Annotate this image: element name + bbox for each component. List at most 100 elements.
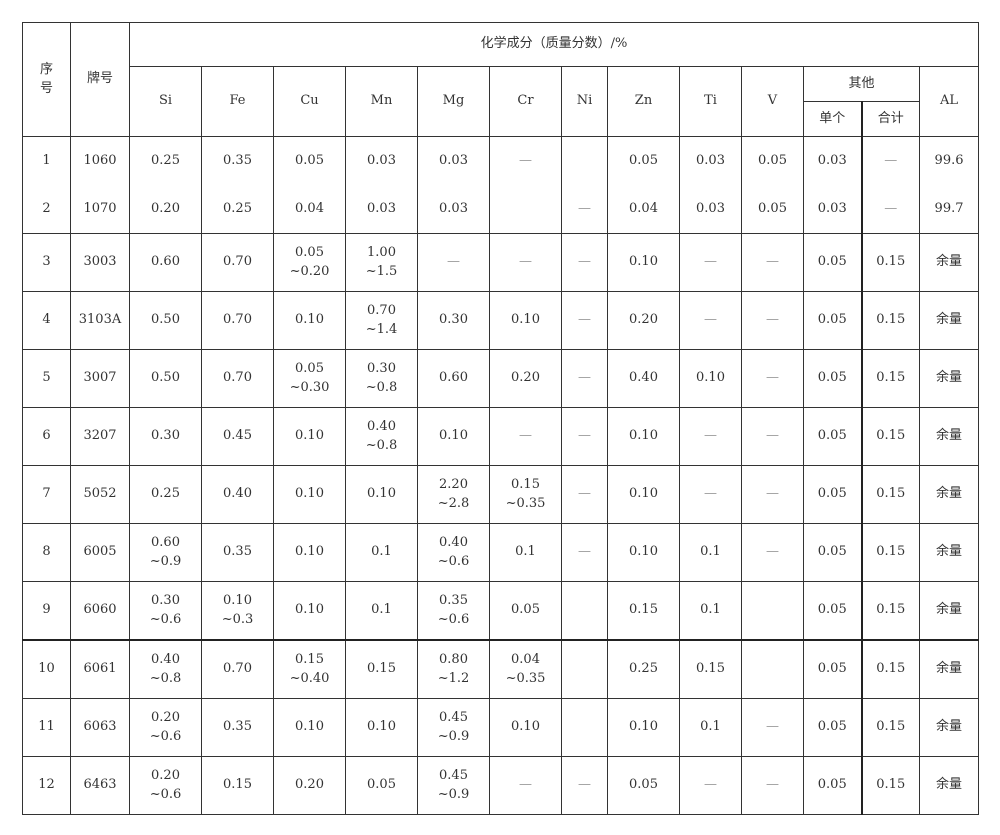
- value-line: 0.40: [439, 535, 468, 551]
- value-line: 0.10: [295, 428, 324, 444]
- value-line: —: [766, 254, 779, 270]
- value-line: 0.35: [223, 719, 252, 735]
- value-line: 0.50: [151, 312, 180, 328]
- value-cell: —: [561, 349, 608, 408]
- value-line: 0.10: [629, 719, 658, 735]
- value-line: 0.05: [817, 602, 847, 618]
- value-line: 0.20: [151, 200, 180, 216]
- value-cell: 0.05: [803, 465, 862, 524]
- table-row: 9 6060 0.30 ~0.6 0.10 ~0.3 0.10 0.1 0.35 ~0.6 0.05…: [22, 581, 980, 641]
- value-cell: 0.40: [607, 349, 680, 408]
- value-line: 0.05: [817, 661, 847, 677]
- value-cell: 0.03: [417, 185, 490, 234]
- header-element: Cu: [273, 66, 346, 137]
- seq-cell: 9: [22, 581, 71, 641]
- value-line: 0.60: [151, 254, 180, 270]
- value-line: —: [704, 254, 717, 270]
- value-cell: 0.10: [607, 523, 680, 582]
- grade-cell: 6063: [70, 698, 130, 757]
- value-line: —: [519, 254, 532, 270]
- value-line: 0.10: [511, 312, 540, 328]
- value-cell: —: [561, 407, 608, 466]
- value-line: 0.05: [295, 152, 324, 168]
- value-line: 余量: [936, 254, 963, 270]
- value-line: 0.05: [817, 254, 847, 270]
- seq-cell: 5: [22, 349, 71, 408]
- value-cell: 0.05: [803, 581, 862, 641]
- value-line: 0.10: [629, 486, 658, 502]
- value-line: ~0.8: [365, 437, 398, 453]
- grade-cell: 6005: [70, 523, 130, 582]
- value-line: —: [578, 370, 591, 386]
- value-line: 0.1: [371, 602, 392, 618]
- value-cell: [741, 581, 804, 641]
- value-line: 0.50: [151, 370, 180, 386]
- value-line: 0.30: [151, 428, 180, 444]
- table-row: 10 6061 0.40 ~0.8 0.70 0.15 ~0.40 0.15 0.80 ~1.2 0…: [22, 639, 980, 699]
- value-line: 0.30: [151, 593, 180, 609]
- value-cell: 0.1: [679, 523, 742, 582]
- value-cell: 0.50: [129, 291, 202, 350]
- value-line: 0.10: [696, 370, 725, 386]
- value-cell: 0.10: [607, 407, 680, 466]
- value-line: —: [704, 428, 717, 444]
- grade-cell: 3103A: [70, 291, 130, 350]
- value-line: —: [578, 428, 591, 444]
- value-line: 0.05: [817, 486, 847, 502]
- value-cell: 0.04: [273, 185, 346, 234]
- value-line: 余量: [936, 602, 963, 618]
- value-cell: 0.04: [607, 185, 680, 234]
- value-cell: —: [561, 185, 608, 234]
- value-cell: 0.15: [860, 465, 920, 524]
- seq-cell: 11: [22, 698, 71, 757]
- header-others: 其他: [803, 66, 920, 102]
- value-cell: 0.05: [803, 407, 862, 466]
- value-line: 0.03: [367, 152, 396, 168]
- value-cell: —: [741, 291, 804, 350]
- value-cell: 0.20: [129, 185, 202, 234]
- value-line: 0.10: [295, 486, 324, 502]
- value-cell: 0.10: [489, 698, 562, 757]
- header-single: 单个: [803, 101, 862, 137]
- value-cell: 99.7: [918, 185, 980, 234]
- value-cell: 0.10: [273, 407, 346, 466]
- value-cell: 0.10: [607, 233, 680, 292]
- table-row: 6 3207 0.30 0.45 0.10 0.40 ~0.8 0.10 — — 0.10 — — 0.0…: [22, 407, 980, 466]
- value-cell: —: [561, 756, 608, 815]
- value-cell: —: [417, 233, 490, 292]
- value-cell: 0.10: [489, 291, 562, 350]
- value-line: 0.10: [223, 593, 252, 609]
- value-line: 0.15: [367, 661, 396, 677]
- value-cell: 0.15: [860, 407, 920, 466]
- value-cell: —: [489, 233, 562, 292]
- value-cell: 0.15: [860, 233, 920, 292]
- value-cell: 0.20 ~0.6: [129, 698, 202, 757]
- value-cell: —: [489, 407, 562, 466]
- value-line: —: [578, 486, 591, 502]
- value-cell: 0.05: [741, 136, 804, 185]
- value-line: 0.05: [629, 777, 658, 793]
- value-cell: 0.03: [679, 185, 742, 234]
- value-line: 0.35: [439, 593, 468, 609]
- value-cell: —: [860, 185, 920, 234]
- value-cell: 0.10: [345, 698, 418, 757]
- value-line: 0.20: [151, 710, 180, 726]
- value-line: 0.03: [367, 200, 396, 216]
- value-cell: 0.10: [345, 465, 418, 524]
- value-cell: 余量: [918, 349, 980, 408]
- value-cell: —: [741, 349, 804, 408]
- value-line: 0.10: [511, 719, 540, 735]
- table-row: 7 5052 0.25 0.40 0.10 0.10 2.20 ~2.8 0.15 ~0.35 — 0…: [22, 465, 980, 524]
- value-line: 0.04: [629, 200, 658, 216]
- value-line: 0.05: [817, 719, 847, 735]
- seq-cell: 12: [22, 756, 71, 815]
- value-line: 0.05: [295, 245, 324, 261]
- value-cell: 0.05: [803, 523, 862, 582]
- value-cell: [561, 581, 608, 641]
- value-line: 0.15: [876, 719, 906, 735]
- value-line: ~0.8: [365, 379, 398, 395]
- value-line: 0.10: [629, 544, 658, 560]
- value-line: 0.70: [223, 370, 252, 386]
- seq-cell: 2: [22, 185, 71, 234]
- value-cell: 0.70: [201, 291, 274, 350]
